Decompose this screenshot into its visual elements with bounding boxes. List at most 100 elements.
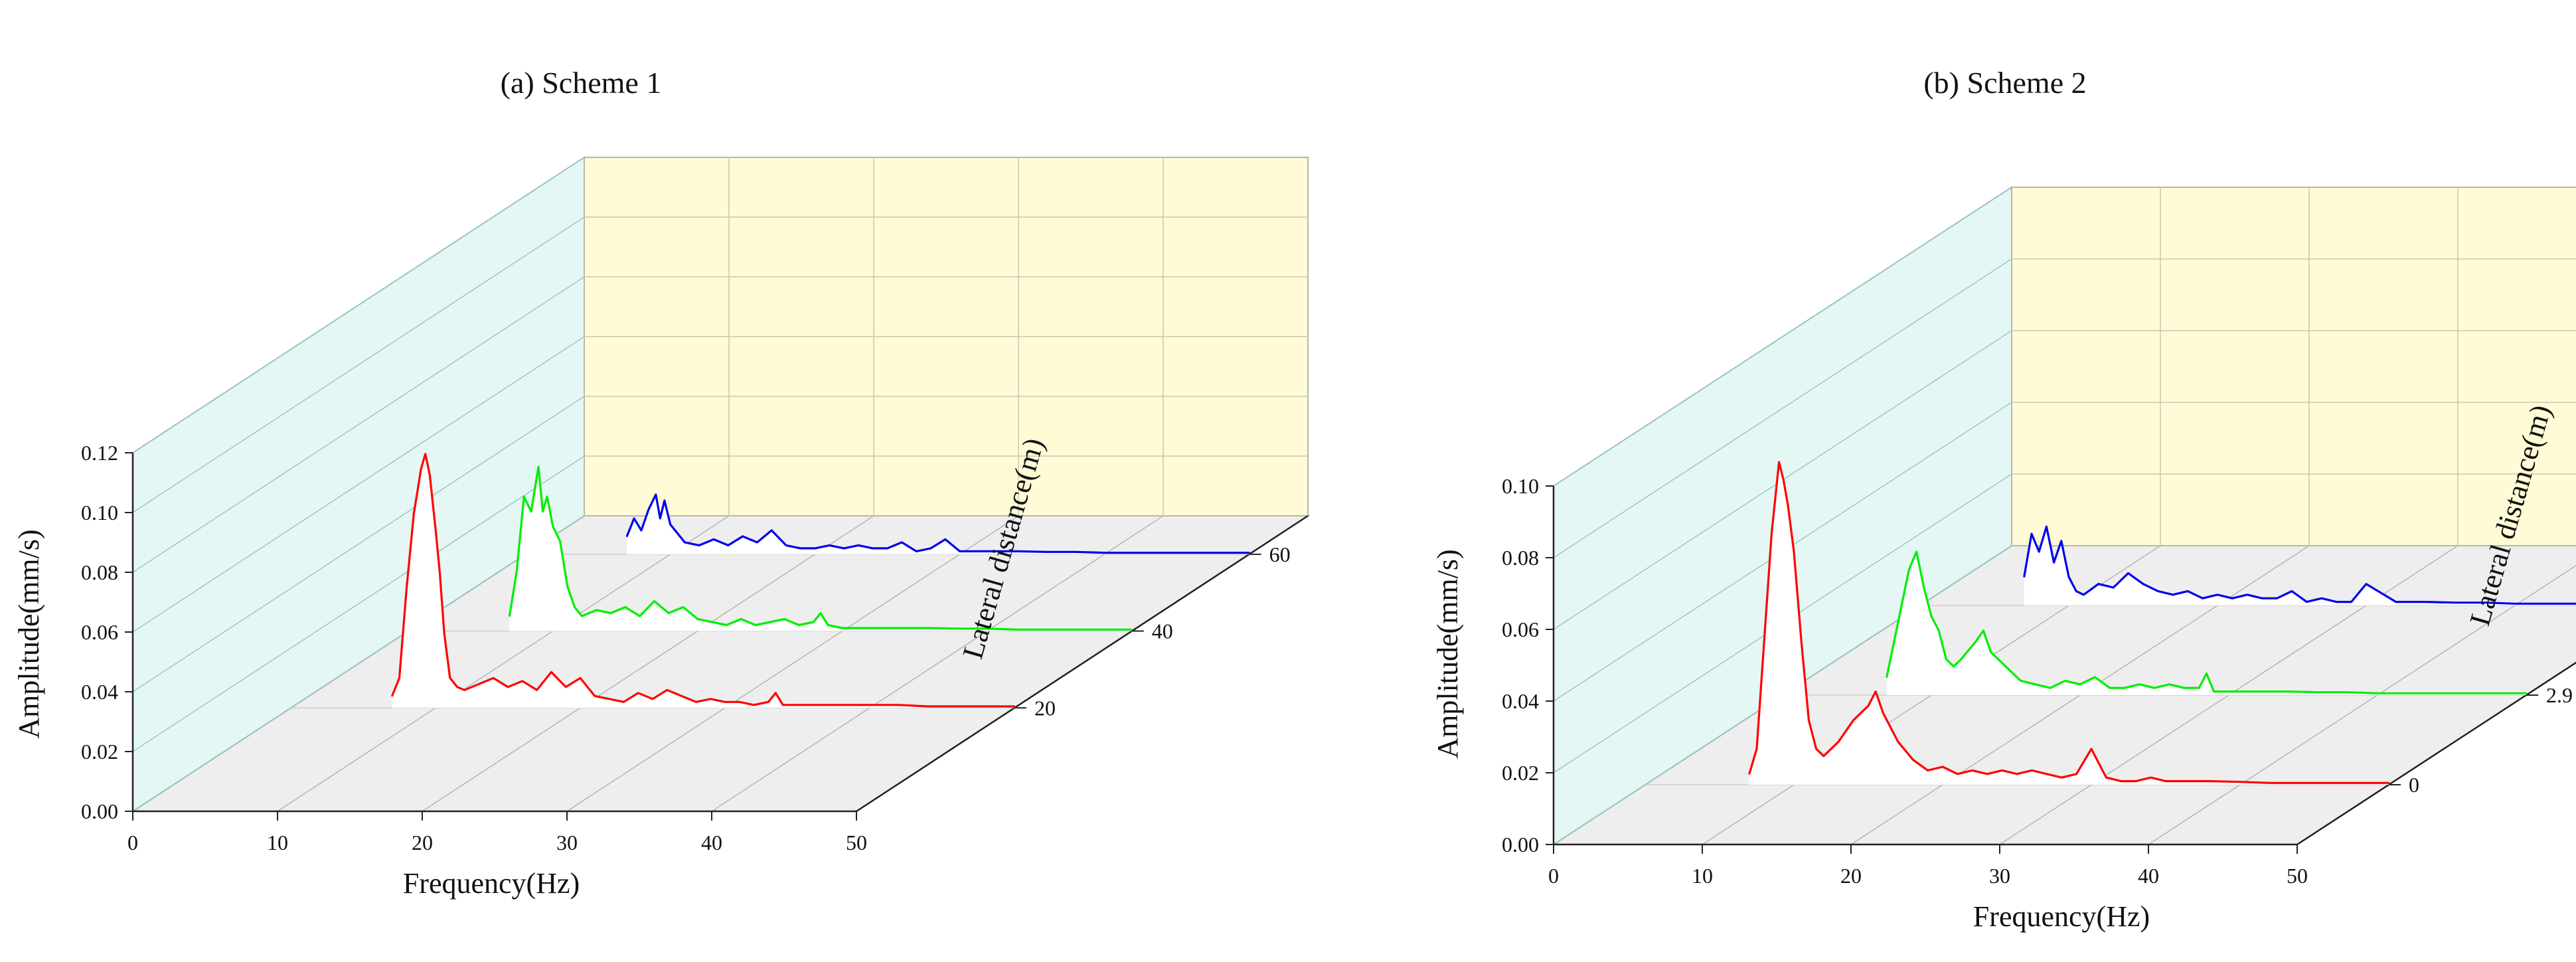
data-point	[2246, 594, 2248, 596]
y-tick-label: 0.08	[1502, 546, 1539, 570]
sidewall-grid-y	[1553, 258, 2012, 558]
data-point	[651, 698, 654, 700]
data-point	[2004, 665, 2007, 667]
data-point	[959, 550, 961, 552]
data-point	[681, 695, 683, 697]
data-point	[2287, 690, 2289, 692]
data-point	[536, 689, 538, 691]
chart-title: (a) Scheme 1	[501, 66, 662, 100]
data-point	[1915, 550, 1917, 553]
data-point	[2001, 769, 2003, 771]
x-tick-label: 50	[2287, 864, 2308, 888]
data-point	[429, 474, 431, 476]
data-point	[1793, 550, 1795, 553]
data-point	[1248, 552, 1250, 554]
data-point	[710, 698, 712, 700]
data-point	[1755, 748, 1758, 750]
data-point	[684, 541, 686, 544]
data-point	[2034, 683, 2036, 686]
x-tick-label: 10	[1692, 864, 1713, 888]
data-point	[2164, 780, 2167, 782]
data-point	[579, 677, 582, 679]
x-tick-label: 20	[1840, 864, 1862, 888]
data-point	[1897, 741, 1899, 743]
data-point	[2395, 601, 2397, 603]
chart-title: (b) Scheme 2	[1923, 66, 2086, 100]
data-point	[1927, 769, 1929, 771]
data-point	[955, 705, 958, 708]
data-point	[653, 600, 655, 602]
data-point	[1938, 629, 1940, 631]
data-point	[916, 550, 918, 552]
data-point	[727, 544, 730, 546]
data-point	[2455, 601, 2456, 603]
data-point	[2113, 586, 2115, 589]
x-tick-label: 40	[701, 831, 722, 854]
series-fill-40	[509, 467, 1132, 631]
data-point	[1778, 461, 1780, 463]
y-tick-label: 0.10	[81, 501, 118, 524]
data-point	[711, 621, 713, 623]
x-tick-label: 0	[1548, 864, 1559, 888]
data-point	[1102, 629, 1104, 631]
data-point	[449, 677, 451, 679]
data-point	[626, 535, 628, 538]
data-point	[2150, 777, 2152, 779]
data-point	[668, 612, 670, 614]
data-point	[659, 517, 661, 520]
data-point	[2543, 603, 2545, 605]
y-tick-label: 0.06	[81, 620, 118, 644]
data-point	[1986, 773, 1988, 775]
data-point	[637, 692, 639, 694]
data-point	[1783, 479, 1785, 481]
data-point	[406, 588, 408, 590]
data-point	[2387, 782, 2390, 784]
data-point	[927, 705, 929, 708]
data-point	[2105, 777, 2107, 779]
data-point	[944, 538, 947, 540]
data-point	[516, 570, 518, 572]
data-point	[2202, 598, 2204, 600]
data-point	[509, 615, 511, 617]
y-tick-label: 0.04	[81, 680, 118, 704]
data-point	[1801, 640, 1803, 643]
data-point	[537, 465, 540, 468]
data-point	[624, 606, 626, 608]
data-point	[957, 627, 959, 630]
data-point	[2257, 690, 2259, 692]
sidewall-grid-y	[132, 396, 585, 692]
data-point	[2120, 780, 2122, 782]
data-point	[742, 535, 744, 538]
x-tick-label: 30	[1989, 864, 2010, 888]
data-point	[898, 704, 900, 706]
data-point	[1982, 629, 1984, 631]
data-point	[767, 701, 769, 703]
data-point	[1013, 705, 1016, 708]
data-point	[2406, 692, 2408, 694]
data-point	[2198, 687, 2200, 689]
data-point	[669, 523, 671, 526]
data-point	[2094, 676, 2096, 679]
data-point	[640, 529, 643, 532]
data-point	[391, 695, 393, 697]
data-point	[2298, 782, 2300, 784]
data-point	[521, 680, 523, 682]
data-point	[1875, 690, 1877, 692]
y-tick-label: 0.02	[81, 740, 118, 763]
data-point	[2365, 583, 2368, 585]
data-point	[2276, 598, 2278, 600]
data-point	[1990, 651, 1992, 653]
data-point	[738, 701, 741, 703]
data-point	[1852, 719, 1854, 722]
data-point	[574, 606, 576, 608]
sidewall-grid-y	[132, 336, 585, 633]
data-point	[814, 547, 816, 550]
data-point	[1074, 551, 1077, 553]
data-point	[523, 495, 525, 498]
data-point	[785, 544, 787, 546]
data-point	[2216, 594, 2219, 596]
data-point	[420, 468, 422, 470]
data-point	[1161, 552, 1164, 554]
y-tick-label: 0.00	[81, 799, 118, 823]
floor-grid-x	[277, 515, 730, 812]
